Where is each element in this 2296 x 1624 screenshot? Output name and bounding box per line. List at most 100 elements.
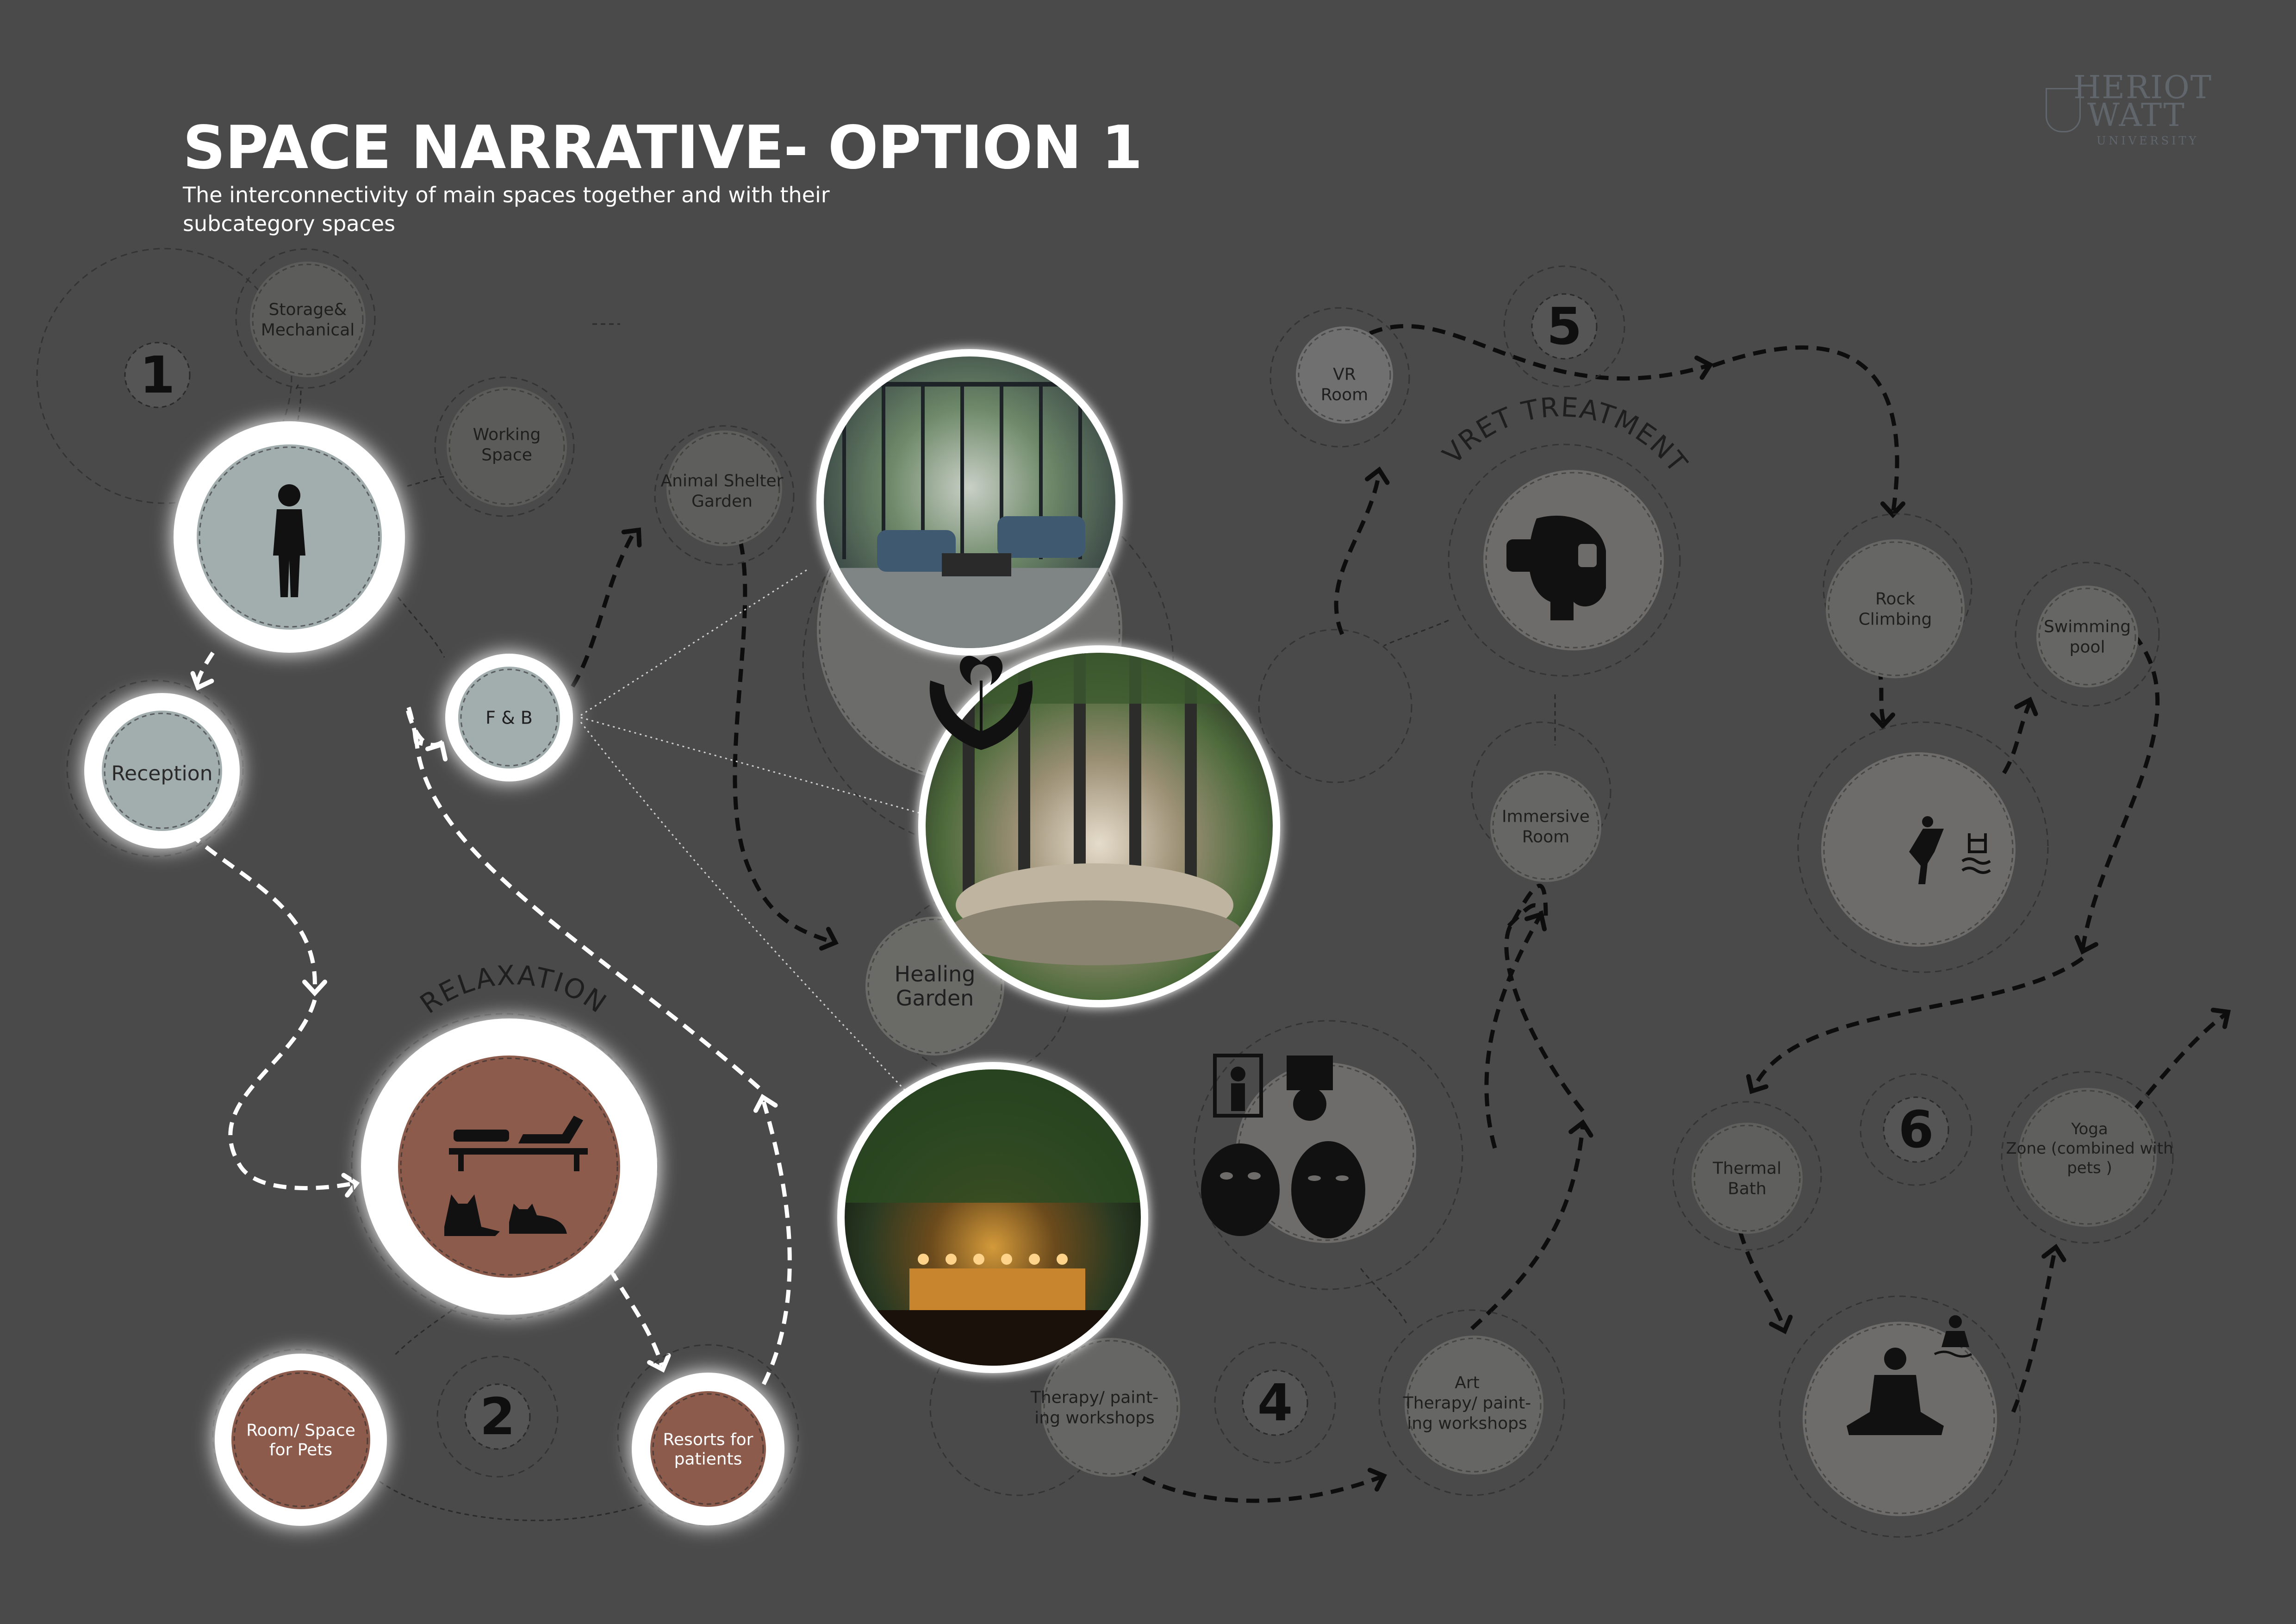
- relax-to-resorts: [599, 1249, 664, 1367]
- seating-base: [947, 900, 1242, 965]
- zone-number-4: 4: [1257, 1373, 1293, 1432]
- zone-number-2: 2: [480, 1387, 516, 1446]
- node-fill: [1826, 539, 1965, 678]
- node-dash: [1298, 328, 1391, 422]
- mask-2: [1291, 1141, 1365, 1238]
- yoga-out: [2132, 1012, 2228, 1112]
- window-mullion: [1039, 384, 1043, 559]
- bather-head: [1949, 1315, 1962, 1328]
- arrow-head: [1365, 466, 1390, 485]
- arrow-head: [753, 1093, 778, 1113]
- label-rock: Rock Climbing: [1859, 590, 1932, 629]
- node-fill: [250, 262, 366, 377]
- arrow-head: [2210, 1007, 2231, 1029]
- zone-number-ring: [1242, 1369, 1308, 1436]
- arrow-head: [302, 980, 327, 997]
- node-dash: [668, 432, 780, 544]
- relaxation-label: RELAXATION: [414, 959, 613, 1020]
- resorts-node: [632, 1373, 784, 1525]
- mask-1: [1201, 1143, 1280, 1236]
- subtitle-line-1: The interconnectivity of main spaces tog…: [183, 182, 830, 207]
- outer-ring: [1448, 443, 1681, 677]
- outer-ring: [1193, 1020, 1463, 1290]
- arrow-head: [1880, 501, 1905, 518]
- frame-2: [1287, 1056, 1333, 1090]
- yoga-node: [2018, 1088, 2157, 1227]
- arrow-head: [425, 741, 448, 762]
- to-storage: [295, 388, 302, 429]
- node-dash: [460, 668, 558, 767]
- relaxation-node: [361, 1018, 657, 1315]
- zone-number-1: 1: [140, 345, 175, 405]
- arrow-head: [1746, 1074, 1769, 1094]
- art-masks-icon: [1201, 1054, 1365, 1238]
- arrow-head: [1694, 355, 1714, 380]
- label-working: Working Space: [473, 425, 541, 465]
- node-dash: [1823, 754, 2014, 945]
- arrow-head: [1880, 501, 1905, 518]
- swimming-node: [2036, 586, 2138, 687]
- photo-garden-seating: [918, 645, 1280, 1007]
- label-line: F & B: [485, 707, 533, 728]
- label-immersive: Immersive Room: [1502, 807, 1590, 847]
- label-line: Therapy/ paint-: [1030, 1388, 1158, 1407]
- loop-to-relax: [228, 999, 357, 1190]
- leg: [458, 1153, 464, 1171]
- label-line: ing workshops: [1407, 1414, 1527, 1433]
- frame-1: [1213, 1054, 1263, 1118]
- body: [273, 509, 305, 597]
- logo-line-2: WATT: [2087, 97, 2185, 134]
- window-mullion: [1078, 384, 1082, 559]
- arrow-head: [1367, 1468, 1387, 1492]
- to-fnb: [397, 597, 445, 658]
- zone-number-5: 5: [1547, 297, 1582, 356]
- label-animal_shelter: Animal Shelter Garden: [661, 472, 784, 511]
- arrow-head: [819, 927, 839, 951]
- label-room_pets: Room/ Space for Pets: [246, 1421, 355, 1460]
- arrow-head: [2074, 935, 2098, 955]
- node-fill: [1490, 771, 1601, 882]
- wave: [1961, 857, 1991, 865]
- vr-room-node: [1296, 326, 1393, 424]
- arrow-head: [302, 980, 327, 997]
- label-line: Room/ Space: [246, 1421, 355, 1440]
- arrow-head: [1769, 1314, 1793, 1334]
- lounger: [518, 1116, 583, 1143]
- person-icon: [273, 484, 305, 597]
- node-fill: [666, 431, 782, 546]
- node-fill: [231, 1370, 370, 1509]
- relax-to-pets: [392, 1295, 473, 1357]
- node-dash: [2038, 587, 2136, 686]
- rock-node: [1826, 539, 1965, 678]
- label-line: Mechanical: [261, 321, 355, 340]
- light: [973, 1254, 984, 1265]
- node-dash: [233, 1372, 368, 1507]
- arrow-head: [1870, 712, 1895, 730]
- light: [946, 1254, 957, 1265]
- label-line: Garden: [896, 986, 974, 1011]
- node-fill: [447, 387, 567, 507]
- arrow-head: [1367, 1468, 1387, 1492]
- immersive-node: [1490, 771, 1601, 882]
- arrow-head: [2014, 697, 2038, 717]
- label-art_therapy: Art Therapy/ paint-ing workshops: [1403, 1374, 1531, 1433]
- label-line: VR: [1333, 365, 1356, 384]
- label-line: Space: [481, 446, 532, 465]
- label-line: Therapy/ paint-: [1403, 1394, 1531, 1413]
- art-up-2: [1504, 920, 1585, 1112]
- light: [1029, 1254, 1040, 1265]
- to-art: [1360, 1268, 1408, 1324]
- light: [918, 1254, 929, 1265]
- pets-to-resorts: [379, 1480, 644, 1521]
- node-fill: [1041, 1338, 1180, 1477]
- outer-ring: [1503, 265, 1625, 387]
- climbing-pool-icon: [1909, 816, 1991, 884]
- node-dash: [400, 1057, 618, 1276]
- node-dash: [1492, 773, 1599, 880]
- label-line: Rock: [1875, 590, 1915, 609]
- outer-ring: [654, 425, 795, 566]
- photo-plant-bar: [837, 1062, 1148, 1373]
- left-hand: [929, 681, 981, 750]
- vr-to-rock-1: [1369, 324, 1709, 381]
